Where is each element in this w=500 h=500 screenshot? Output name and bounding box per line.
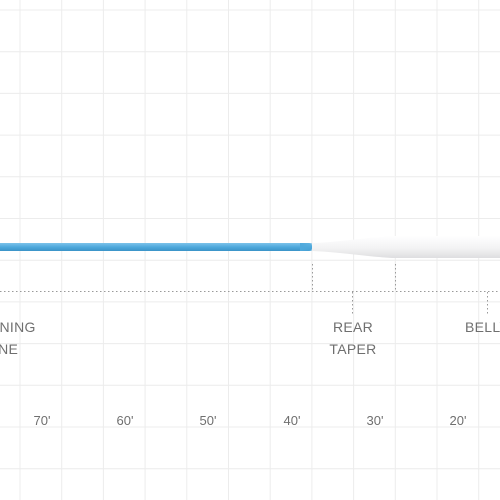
measurement-guides <box>0 264 500 314</box>
section-belly-line1: BELLY <box>465 319 500 335</box>
head-segment <box>312 236 500 258</box>
fly-line <box>0 236 500 258</box>
scale-label-30: 30' <box>367 413 384 428</box>
section-labels: RUNNING LINE REAR TAPER BELLY <box>0 319 500 357</box>
section-rear-taper-line1: REAR <box>333 319 373 335</box>
scale-label-60: 60' <box>117 413 134 428</box>
section-running-line-line1: RUNNING <box>0 319 36 335</box>
section-running-line-line2: LINE <box>0 341 18 357</box>
running-line-segment <box>0 243 312 251</box>
scale-label-70: 70' <box>34 413 51 428</box>
scale-label-40: 40' <box>284 413 301 428</box>
section-rear-taper-line2: TAPER <box>329 341 376 357</box>
running-line-blend <box>300 243 322 251</box>
scale-label-50: 50' <box>200 413 217 428</box>
distance-scale: 70' 60' 50' 40' 30' 20' <box>34 413 467 428</box>
scale-label-20: 20' <box>450 413 467 428</box>
